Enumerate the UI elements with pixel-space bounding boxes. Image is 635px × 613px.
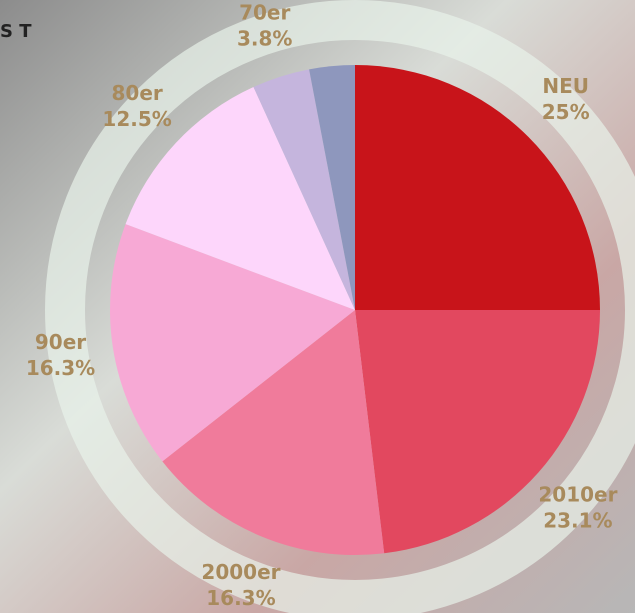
slice-label: NEU — [542, 74, 589, 98]
chart: S T NEU25%2010er23.1%2000er16.3%90er16.3… — [0, 0, 635, 613]
slice-label: 90er — [35, 330, 86, 354]
slice-label: 70er — [239, 1, 290, 25]
slice-value-label: 23.1% — [543, 508, 612, 532]
slice-value-label: 16.3% — [206, 586, 275, 610]
slice-label: 2000er — [201, 560, 280, 584]
slice-value-label: 25% — [542, 100, 590, 124]
slice-label: 80er — [111, 81, 162, 105]
corner-text: S T — [0, 21, 32, 42]
slice-value-label: 16.3% — [26, 356, 95, 380]
slice-value-label: 12.5% — [102, 107, 171, 131]
slice-value-label: 3.8% — [237, 27, 292, 51]
slice-label: 2010er — [538, 482, 617, 506]
